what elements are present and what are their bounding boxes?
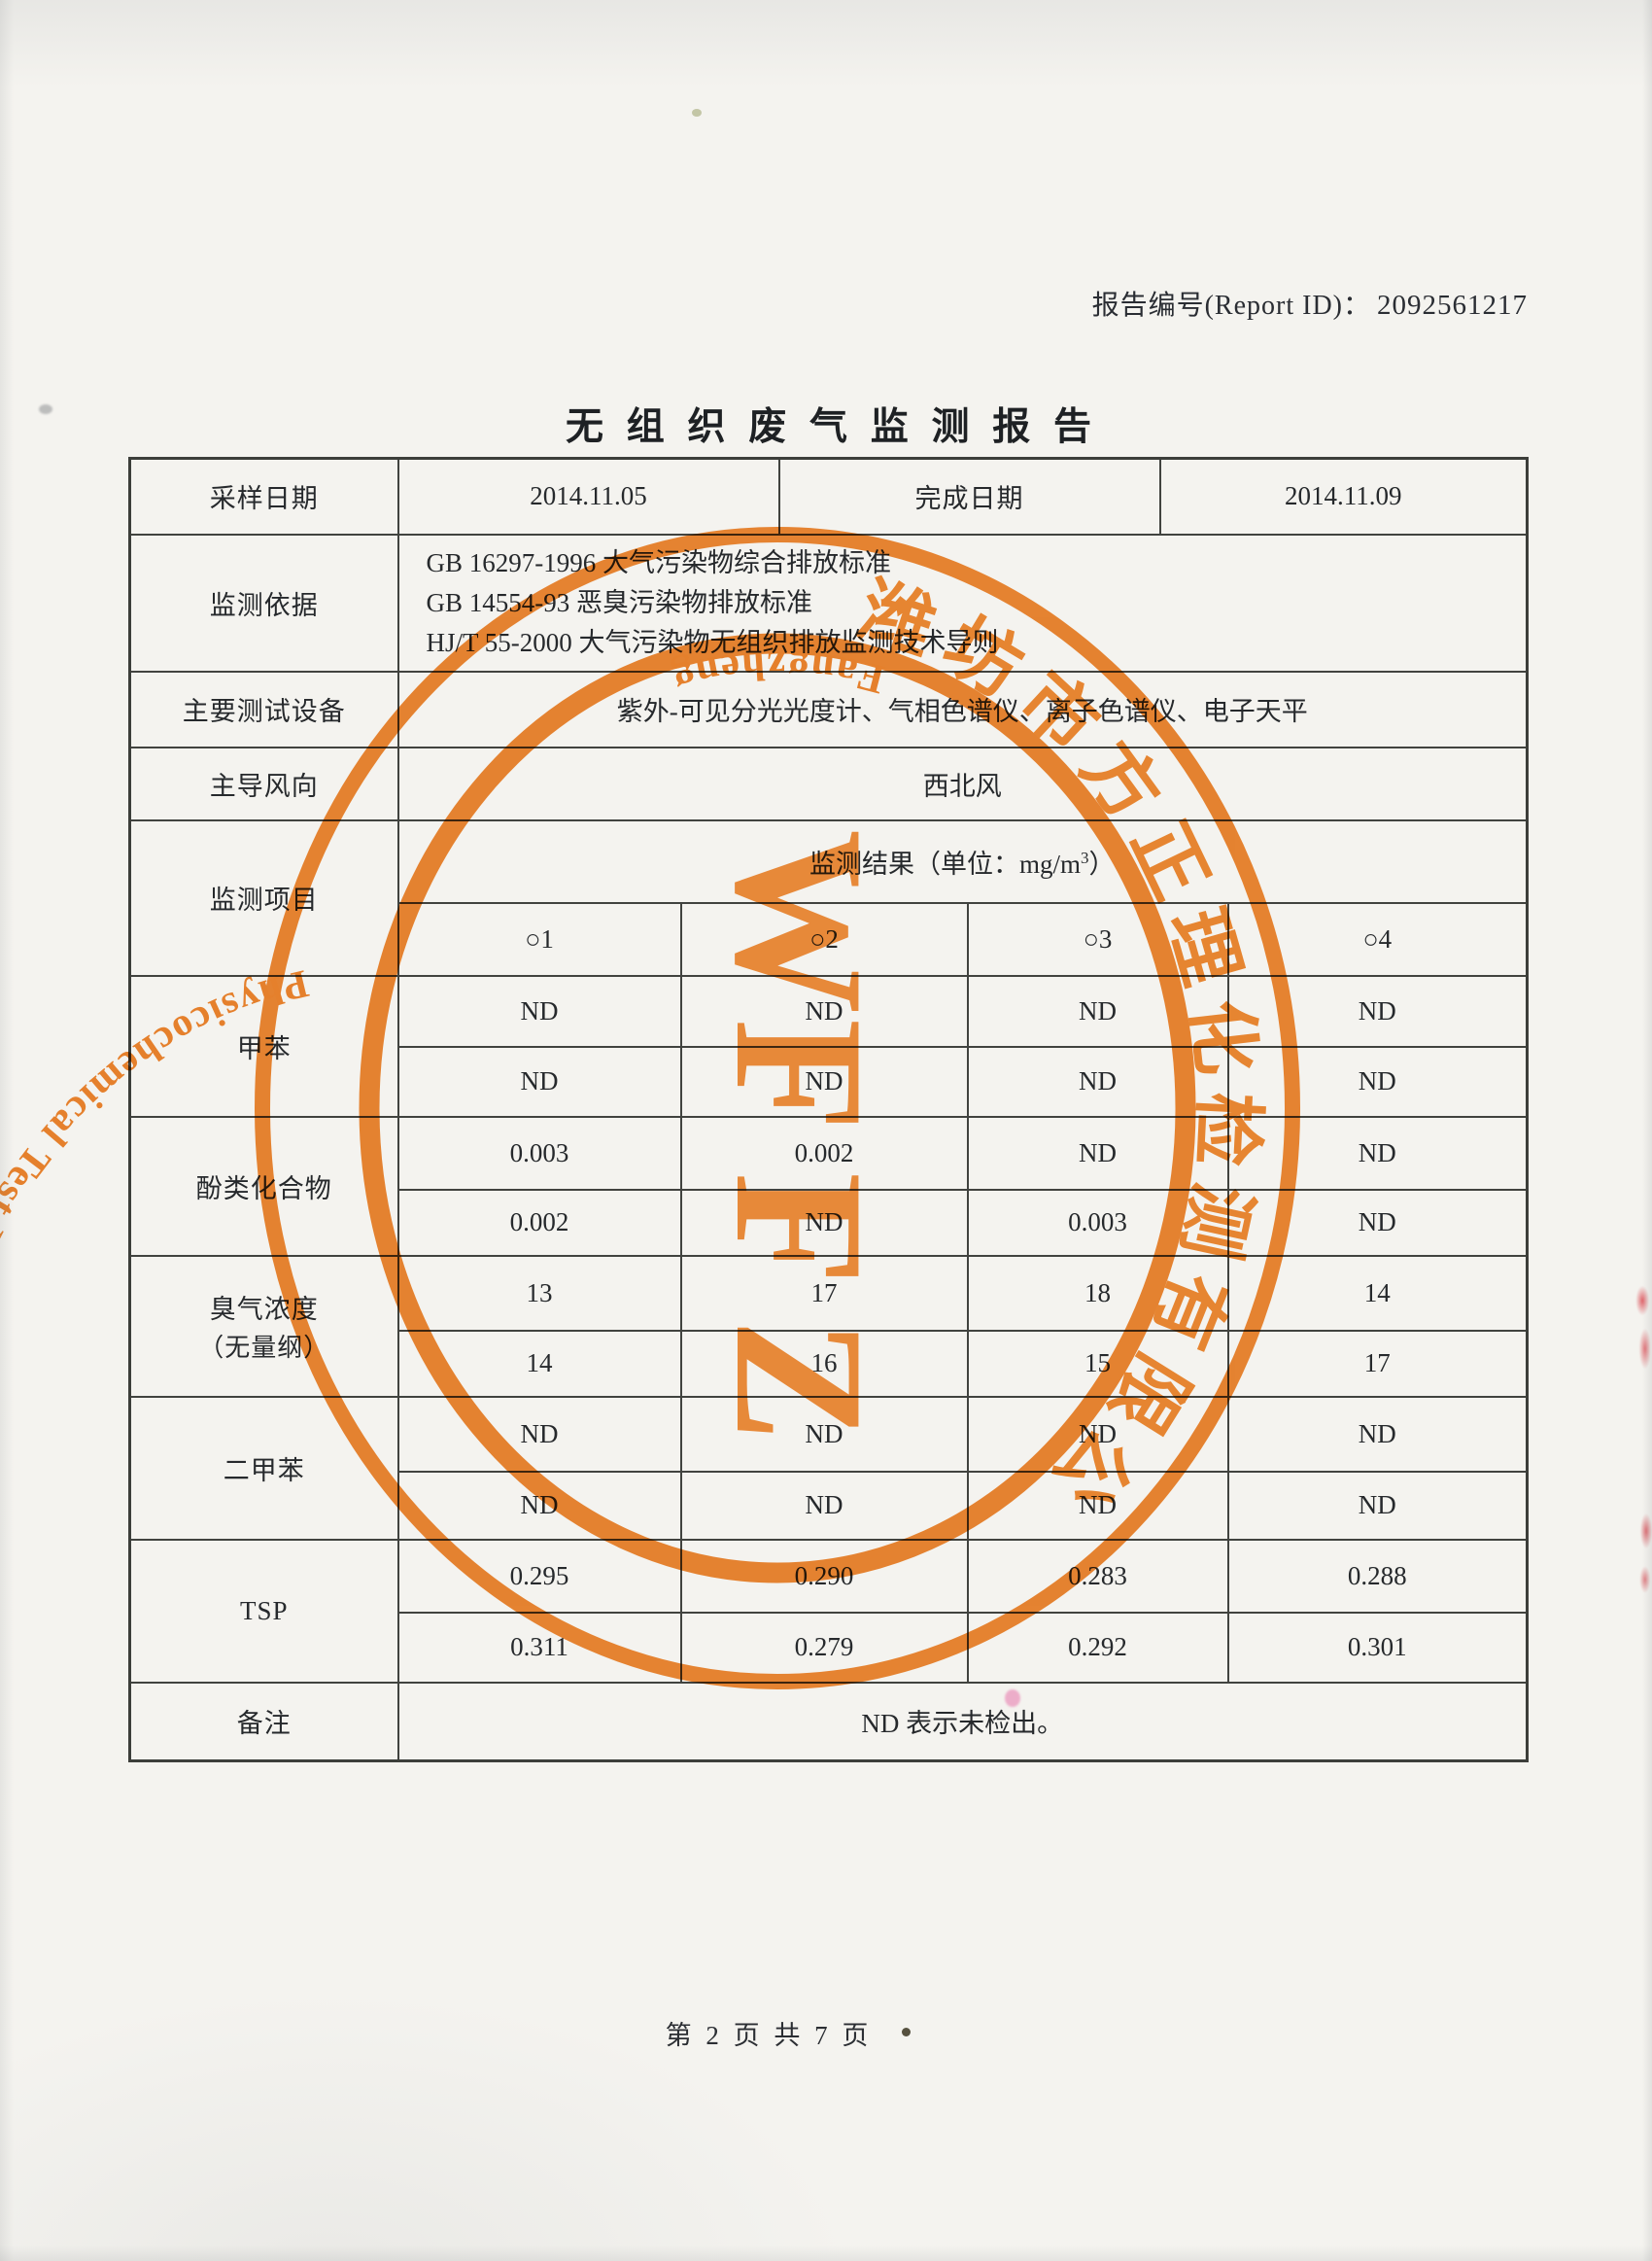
cell: 13 xyxy=(396,1254,682,1332)
cell: 0.283 xyxy=(966,1538,1229,1614)
cell: 18 xyxy=(966,1254,1229,1332)
table-row: 二甲苯 ND ND ND ND xyxy=(128,1395,1529,1541)
cell: ND xyxy=(1226,1188,1529,1257)
cell: ND xyxy=(1226,1045,1529,1118)
basis-label: 监测依据 xyxy=(128,533,399,673)
page-title: 无 组 织 废 气 监 测 报 告 xyxy=(565,406,1098,448)
cell: ND xyxy=(966,974,1229,1048)
red-ink-mark xyxy=(1629,1502,1652,1599)
cell: 0.290 xyxy=(679,1538,969,1614)
red-ink-mark xyxy=(1625,1279,1650,1386)
cell: 14 xyxy=(1226,1254,1529,1332)
remark-value: ND 表示未检出。 xyxy=(396,1681,1529,1762)
cell: 15 xyxy=(966,1329,1229,1398)
cell: ND xyxy=(1226,1115,1529,1191)
report-id-value: 2092561217 xyxy=(1377,290,1528,321)
basis-line-1: GB 16297-1996 大气污染物综合排放标准 xyxy=(426,547,892,577)
cell: 17 xyxy=(1226,1329,1529,1398)
item-label-odor: 臭气浓度 （无量纲） xyxy=(128,1254,399,1398)
cell: 0.301 xyxy=(1226,1611,1529,1684)
table-row: 酚类化合物 0.003 0.002 ND ND xyxy=(128,1115,1529,1257)
cell: 0.003 xyxy=(966,1188,1229,1257)
cell: ND xyxy=(1226,1470,1529,1541)
cell: ND xyxy=(966,1115,1229,1191)
cell: 0.288 xyxy=(1226,1538,1529,1614)
cell: ND xyxy=(679,1470,969,1541)
cell: ND xyxy=(396,1470,682,1541)
table-row: 主要测试设备 紫外-可见分光光度计、气相色谱仪、离子色谱仪、电子天平 xyxy=(128,670,1529,748)
cell: 0.311 xyxy=(396,1611,682,1684)
table-row: 监测依据 GB 16297-1996 大气污染物综合排放标准 GB 14554-… xyxy=(128,533,1529,673)
project-label: 监测项目 xyxy=(128,818,399,977)
cell: ND xyxy=(679,1395,969,1473)
scan-speck xyxy=(692,109,702,117)
cell: 0.003 xyxy=(396,1115,682,1191)
table-row: 备注 ND 表示未检出。 xyxy=(128,1681,1529,1762)
equipment-label: 主要测试设备 xyxy=(128,670,399,748)
report-table: 采样日期 2014.11.05 完成日期 2014.11.09 监测依据 GB … xyxy=(128,457,1529,1762)
basis-line-3: HJ/T 55-2000 大气污染物无组织排放监测技术导则 xyxy=(426,627,999,657)
cell: ND xyxy=(679,1045,969,1118)
point-header-1: ○1 xyxy=(396,901,682,977)
equipment-value: 紫外-可见分光光度计、气相色谱仪、离子色谱仪、电子天平 xyxy=(396,670,1529,748)
cell: 0.279 xyxy=(679,1611,969,1684)
basis-line-2: GB 14554-93 恶臭污染物排放标准 xyxy=(426,587,813,617)
basis-lines: GB 16297-1996 大气污染物综合排放标准 GB 14554-93 恶臭… xyxy=(396,533,1529,673)
cell: ND xyxy=(966,1395,1229,1473)
cell: 17 xyxy=(679,1254,969,1332)
cell: ND xyxy=(679,1188,969,1257)
cell: ND xyxy=(396,1045,682,1118)
page-footer: 第 2 页 共 7 页 xyxy=(665,2021,873,2050)
point-header-4: ○4 xyxy=(1226,901,1529,977)
cell: ND xyxy=(1226,974,1529,1048)
table-row: 监测项目 监测结果（单位：mg/m3） xyxy=(128,818,1529,977)
sampling-date-value: 2014.11.05 xyxy=(396,457,780,536)
report-id-label: 报告编号(Report ID)： xyxy=(1091,291,1371,321)
cell: ND xyxy=(966,1045,1229,1118)
item-label-toluene: 甲苯 xyxy=(128,974,399,1118)
cell: 14 xyxy=(396,1329,682,1398)
point-header-2: ○2 xyxy=(679,901,969,977)
table-row: 采样日期 2014.11.05 完成日期 2014.11.09 xyxy=(128,457,1529,536)
item-label-xylene: 二甲苯 xyxy=(128,1395,399,1541)
cell: ND xyxy=(396,1395,682,1473)
completion-date-label: 完成日期 xyxy=(777,457,1161,536)
cell: 16 xyxy=(679,1329,969,1398)
result-unit-header: 监测结果（单位：mg/m3） xyxy=(396,818,1529,904)
cell: 0.002 xyxy=(679,1115,969,1191)
cell: 0.295 xyxy=(396,1538,682,1614)
remark-label: 备注 xyxy=(128,1681,399,1762)
table-row: 甲苯 ND ND ND ND xyxy=(128,974,1529,1118)
cell: ND xyxy=(966,1470,1229,1541)
point-header-3: ○3 xyxy=(966,901,1229,977)
item-label-phenols: 酚类化合物 xyxy=(128,1115,399,1257)
cell: 0.002 xyxy=(396,1188,682,1257)
table-row: TSP 0.295 0.290 0.283 0.288 xyxy=(128,1538,1529,1684)
table-row: 臭气浓度 （无量纲） 13 17 18 14 xyxy=(128,1254,1529,1398)
cell: ND xyxy=(1226,1395,1529,1473)
sampling-date-label: 采样日期 xyxy=(128,457,399,536)
table-row: 主导风向 西北风 xyxy=(128,746,1529,821)
wind-label: 主导风向 xyxy=(128,746,399,821)
cell: 0.292 xyxy=(966,1611,1229,1684)
completion-date-value: 2014.11.09 xyxy=(1158,457,1529,536)
cell: ND xyxy=(396,974,682,1048)
item-label-tsp: TSP xyxy=(128,1538,399,1684)
wind-value: 西北风 xyxy=(396,746,1529,821)
cell: ND xyxy=(679,974,969,1048)
report-id: 报告编号(Report ID)： 2092561217 xyxy=(1092,284,1528,323)
